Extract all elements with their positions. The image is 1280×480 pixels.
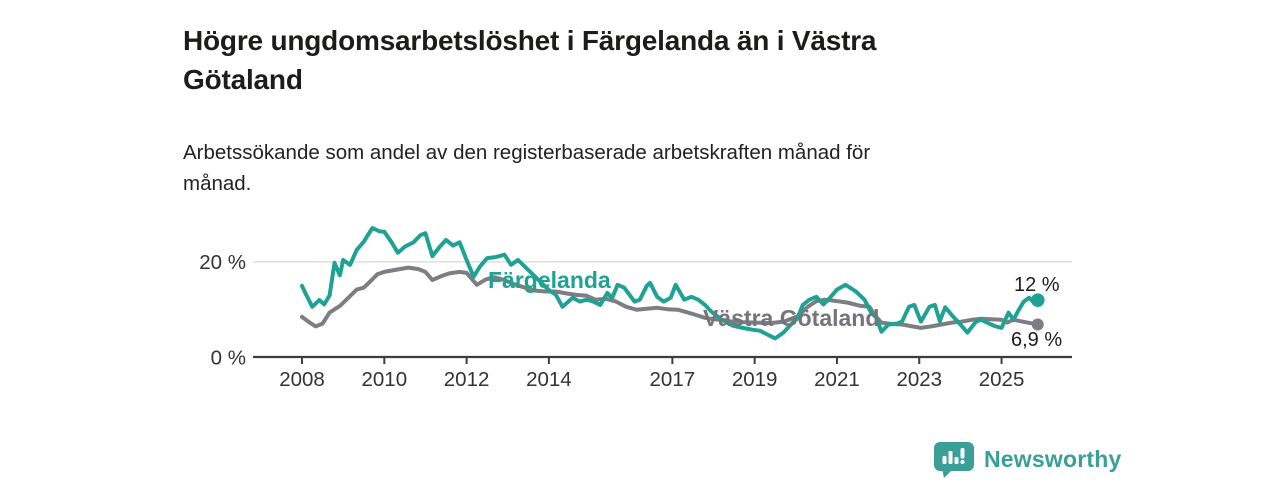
series-line-fargelanda xyxy=(300,226,1040,341)
x-axis-tick-label: 2021 xyxy=(814,368,860,391)
series-label-fargelanda: Färgelanda xyxy=(488,267,611,293)
x-axis-tick-label: 2019 xyxy=(732,368,778,391)
x-axis-tick-label: 2014 xyxy=(526,368,572,391)
page-title-line2: Götaland xyxy=(183,63,303,95)
series-line-vastra-gotaland xyxy=(300,265,1040,330)
chart-subtitle: Arbetssökande som andel av den registerb… xyxy=(183,137,870,199)
newsworthy-logo-icon xyxy=(934,442,974,478)
chart-subtitle-line1: Arbetssökande som andel av den registerb… xyxy=(183,140,871,164)
x-axis-tick-label: 2025 xyxy=(979,368,1025,391)
y-axis-tick-label: 20 % xyxy=(199,251,246,274)
series-end-dot-vastra-gotaland xyxy=(1031,318,1044,331)
page-title: Högre ungdomsarbetslöshet i Färgelanda ä… xyxy=(183,21,876,99)
newsworthy-logo-text: Newsworthy xyxy=(984,446,1122,472)
logo-bar-chart-glyph xyxy=(942,448,965,465)
end-value-label-vastra-gotaland: 6,9 % xyxy=(1011,329,1063,351)
x-axis-tick-label: 2012 xyxy=(444,368,490,391)
x-axis: 0 % 20 % 2008 2010 2012 2014 2017 2019 2021 2023 2… xyxy=(199,251,1072,391)
end-value-label-fargelanda: 12 % xyxy=(1014,274,1060,296)
chart-subtitle-line2: månad. xyxy=(183,171,252,195)
x-axis-tick-label: 2023 xyxy=(896,368,942,391)
page-title-line1: Högre ungdomsarbetslöshet i Färgelanda ä… xyxy=(183,24,877,56)
y-axis-tick-label: 0 % xyxy=(211,347,246,370)
series-label-vastra-gotaland: Västra Götaland xyxy=(703,305,880,331)
x-axis-tick-label: 2017 xyxy=(650,368,696,391)
x-axis-tick-label: 2008 xyxy=(279,368,325,391)
series-end-dot-fargelanda xyxy=(1030,293,1045,307)
newsworthy-logo[interactable]: Newsworthy xyxy=(933,441,1121,478)
series-layer xyxy=(300,226,1045,341)
x-axis-tick-label: 2010 xyxy=(361,368,407,391)
